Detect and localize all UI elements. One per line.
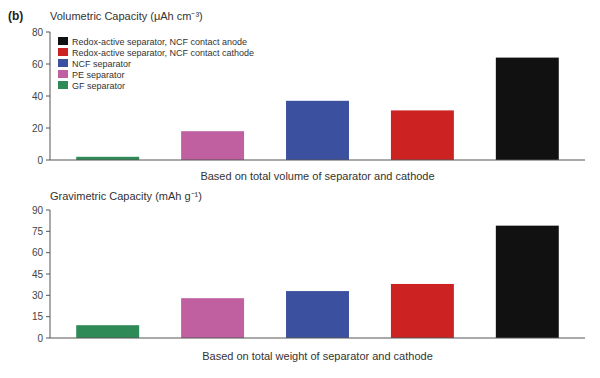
y-tick-label: 20: [32, 123, 44, 134]
x-axis-label: Based on total volume of separator and c…: [200, 170, 434, 182]
x-axis-line: [50, 160, 585, 161]
y-tick: [46, 252, 50, 253]
bar: [496, 58, 559, 160]
bar: [286, 291, 349, 338]
legend-swatch: [58, 81, 68, 89]
y-tick-label: 45: [32, 269, 44, 280]
bar: [496, 226, 559, 338]
y-tick: [46, 231, 50, 232]
legend-label: Redox-active separator, NCF contact cath…: [72, 48, 254, 58]
x-axis-label: Based on total weight of separator and c…: [202, 350, 433, 362]
y-tick: [46, 295, 50, 296]
y-axis-label: Gravimetric Capacity (mAh g⁻¹): [50, 190, 202, 202]
bars: [76, 226, 559, 338]
legend-swatch: [58, 70, 68, 78]
panel: (b) Volumetric Capacity (μAh cm⁻³) Based o…: [8, 9, 585, 182]
y-tick-label: 75: [32, 226, 44, 237]
y-tick-label: 80: [32, 27, 44, 38]
y-tick-label: 40: [32, 91, 44, 102]
legend-swatch: [58, 48, 68, 56]
y-tick: [46, 32, 50, 33]
y-tick-label: 0: [37, 155, 43, 166]
y-tick-label: 0: [37, 333, 43, 344]
y-tick: [46, 338, 50, 339]
y-tick-label: 60: [32, 247, 44, 258]
bar: [286, 101, 349, 160]
y-tick: [46, 274, 50, 275]
legend: Redox-active separator, NCF contact anod…: [58, 37, 254, 91]
bars: [76, 58, 559, 160]
y-tick: [46, 128, 50, 129]
bar: [76, 325, 139, 338]
y-tick-label: 30: [32, 290, 44, 301]
legend-label: PE separator: [72, 70, 125, 80]
y-tick: [46, 96, 50, 97]
y-tick-label: 60: [32, 59, 44, 70]
y-tick-label: 15: [32, 311, 44, 322]
background: [0, 0, 600, 378]
bar: [181, 131, 244, 160]
y-tick-label: 90: [32, 205, 44, 216]
legend-label: Redox-active separator, NCF contact anod…: [72, 37, 247, 47]
bar: [391, 284, 454, 338]
legend-swatch: [58, 59, 68, 67]
y-tick: [46, 160, 50, 161]
y-axis-line: [50, 32, 51, 160]
y-axis-line: [50, 210, 51, 338]
legend-swatch: [58, 37, 68, 45]
legend-label: GF separator: [72, 81, 125, 91]
chart: (b) Volumetric Capacity (μAh cm⁻³) Based o…: [0, 0, 600, 378]
bar: [181, 298, 244, 338]
x-axis-line: [50, 338, 585, 339]
panel-label: (b): [8, 9, 23, 23]
legend-label: NCF separator: [72, 59, 131, 69]
y-tick: [46, 210, 50, 211]
bar: [391, 110, 454, 160]
y-axis-label: Volumetric Capacity (μAh cm⁻³): [50, 10, 203, 22]
panel: Gravimetric Capacity (mAh g⁻¹) Based on t…: [32, 190, 585, 362]
y-tick: [46, 316, 50, 317]
y-tick: [46, 64, 50, 65]
